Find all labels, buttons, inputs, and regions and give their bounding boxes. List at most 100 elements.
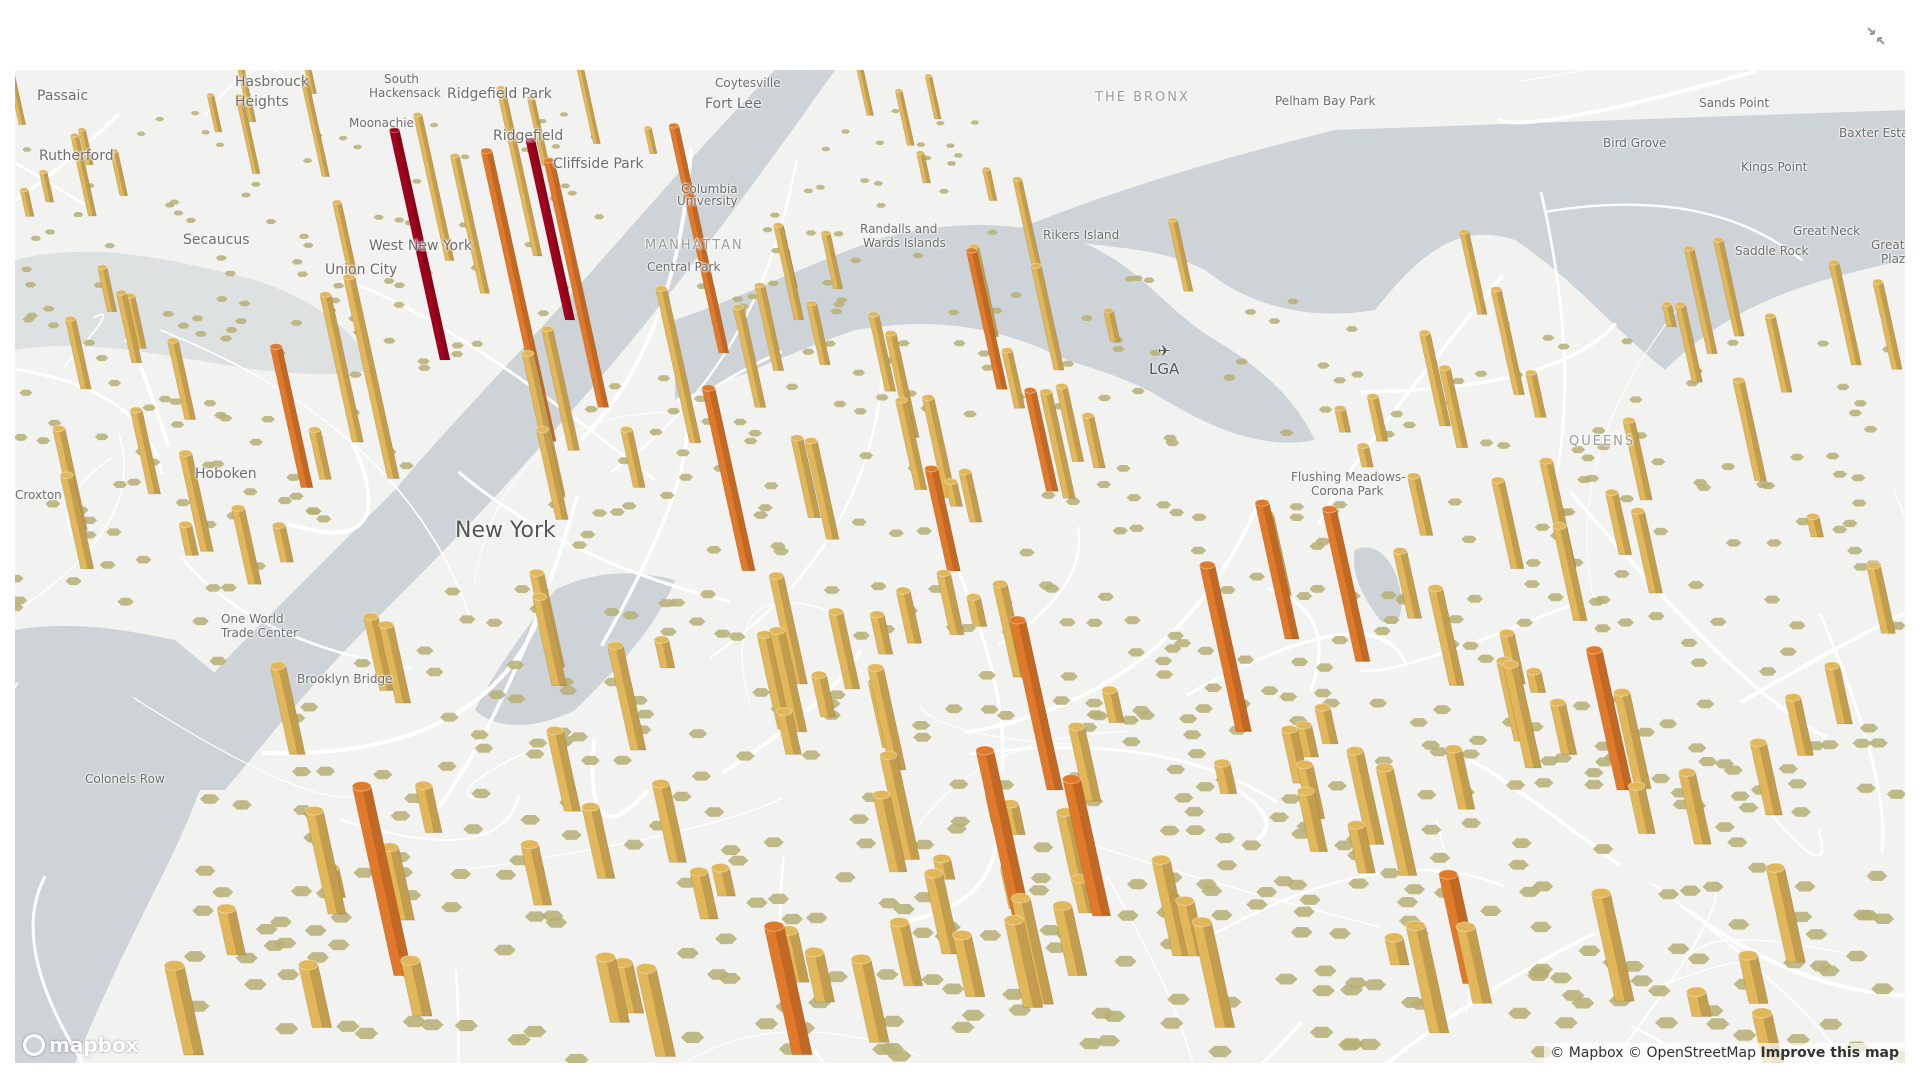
hex-bin: [1274, 973, 1298, 985]
map-canvas[interactable]: Passaic Hasbrouck Heights South Hackensack Ri…: [15, 70, 1905, 1063]
hex-bin: [767, 280, 780, 286]
hex-bin: [463, 824, 484, 834]
upper-bay-water: [15, 625, 235, 1063]
data-column: [1199, 560, 1253, 733]
hex-bin: [1461, 818, 1482, 828]
data-column: [1062, 774, 1112, 917]
hex-bin: [1086, 618, 1103, 627]
hex-bin: [290, 320, 303, 326]
hex-bin: [834, 872, 856, 883]
hex-bin: [1511, 838, 1532, 848]
attribution-osm-link[interactable]: © OpenStreetMap: [1628, 1045, 1756, 1061]
hex-bin: [1732, 1029, 1757, 1041]
hex-bin: [349, 371, 362, 378]
data-column: [651, 778, 688, 863]
hex-bin: [1572, 701, 1591, 711]
attribution-mapbox-link[interactable]: © Mapbox: [1550, 1045, 1624, 1061]
hex-bin: [718, 973, 742, 984]
hex-bin: [688, 617, 706, 626]
hex-bin: [1825, 452, 1840, 460]
hex-bin: [261, 416, 275, 423]
data-column: [1613, 687, 1652, 790]
improve-map-link[interactable]: Improve this map: [1760, 1045, 1899, 1061]
hex-bin: [746, 293, 759, 300]
hex-bin: [891, 109, 900, 114]
hex-bin: [1120, 715, 1140, 725]
hex-bin: [1636, 727, 1656, 737]
data-column: [1055, 382, 1085, 462]
hex-bin: [474, 743, 494, 753]
hex-bin: [875, 969, 899, 980]
hex-bin: [1727, 837, 1748, 848]
data-column: [449, 153, 491, 294]
data-column: [414, 780, 443, 834]
hex-bin: [963, 410, 977, 418]
hex-bin: [659, 491, 675, 499]
hex-bin: [1166, 631, 1184, 640]
road: [952, 560, 1005, 773]
hex-bin: [945, 143, 956, 148]
hex-bin: [1156, 501, 1171, 509]
data-column: [1490, 476, 1525, 570]
place-label: Cliffside Park: [553, 156, 644, 172]
hex-bin: [417, 358, 430, 365]
hex-bin: [805, 912, 828, 924]
data-column: [1552, 522, 1588, 622]
data-column: [1661, 301, 1678, 328]
hex-bin: [1851, 499, 1867, 507]
hex-bin: [1621, 338, 1634, 345]
hex-bin: [1317, 362, 1330, 369]
data-column: [1490, 285, 1525, 396]
hex-bin: [1184, 806, 1205, 817]
hex-bin: [1018, 548, 1035, 557]
hex-bin: [849, 814, 870, 824]
hex-bin: [746, 897, 768, 908]
hex-bin: [1760, 482, 1776, 490]
data-column: [1764, 312, 1793, 393]
data-column: [879, 750, 921, 860]
hex-bin: [913, 732, 932, 742]
hex-bin: [1687, 743, 1707, 753]
hex-bin: [1167, 993, 1190, 1005]
hex-bin: [26, 312, 38, 319]
hex-bin: [470, 730, 489, 740]
hex-bin: [177, 322, 190, 329]
road: [203, 70, 285, 116]
data-column: [804, 436, 840, 540]
hex-bin: [1340, 984, 1363, 996]
hex-bin: [1260, 686, 1279, 695]
hex-bin: [823, 340, 837, 347]
place-label: Baxter Estates: [1839, 126, 1905, 140]
hex-bin: [289, 492, 304, 500]
hex-bin: [1763, 595, 1781, 604]
hex-bin: [921, 974, 944, 985]
hex-bin: [1584, 779, 1604, 790]
hex-bin: [203, 400, 217, 407]
place-label: Heights: [235, 94, 289, 110]
data-column: [1167, 217, 1194, 292]
hex-bin: [418, 364, 431, 371]
hex-bin: [801, 750, 821, 760]
hex-bin: [1312, 985, 1335, 997]
hex-bin: [135, 555, 152, 564]
road: [1465, 758, 1621, 867]
road: [1068, 835, 1381, 928]
hex-bin: [22, 147, 32, 152]
hex-bin: [95, 355, 109, 362]
hex-bin: [210, 460, 225, 468]
collapse-map-button[interactable]: [1862, 22, 1890, 50]
data-column: [668, 122, 730, 354]
hex-bin: [194, 331, 207, 337]
hex-bin: [1596, 443, 1611, 451]
data-column: [1806, 512, 1825, 538]
mapbox-logo[interactable]: mapbox: [23, 1033, 139, 1057]
data-column: [965, 247, 1008, 390]
place-label: THE BRONX: [1095, 90, 1190, 105]
hex-bin: [735, 751, 755, 761]
hex-bin: [1122, 737, 1141, 747]
hex-bin: [580, 755, 600, 765]
data-column: [269, 661, 306, 755]
hex-bin: [1516, 618, 1534, 627]
hex-bin: [1214, 833, 1236, 843]
data-column: [1732, 376, 1768, 482]
